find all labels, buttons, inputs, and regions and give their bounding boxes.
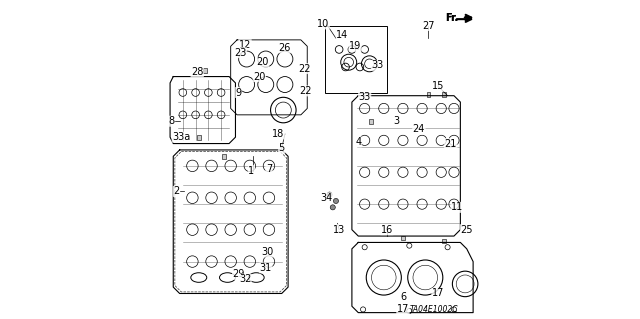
Text: 27: 27 [422,20,435,31]
Text: 14: 14 [336,30,348,40]
Text: 7: 7 [266,164,272,174]
Bar [401,236,405,240]
Circle shape [333,198,339,204]
Text: 22: 22 [298,63,310,74]
Text: 20: 20 [253,71,266,82]
Text: 26: 26 [279,43,291,53]
Text: 3: 3 [394,116,399,126]
Text: TA04E1002C: TA04E1002C [410,305,458,314]
Text: 5: 5 [278,143,285,153]
Text: 1: 1 [248,166,255,176]
Circle shape [330,205,335,210]
Text: 29: 29 [232,269,245,279]
Text: 8: 8 [168,116,175,126]
Text: 31: 31 [260,263,272,273]
Text: Fr.: Fr. [445,12,459,23]
Text: 19: 19 [349,41,361,51]
Bar [426,92,430,97]
Text: 22: 22 [300,86,312,96]
Text: 34: 34 [320,193,333,203]
Text: 9: 9 [236,87,242,98]
Bar [197,135,201,140]
Text: 17: 17 [397,304,409,315]
Bar [369,119,373,124]
Circle shape [327,192,332,197]
Text: 15: 15 [432,81,444,91]
Text: 33: 33 [358,92,371,102]
Text: 30: 30 [261,247,273,257]
Text: 20: 20 [257,57,269,67]
Text: 18: 18 [273,129,285,139]
Bar [222,154,226,159]
Bar [204,68,207,73]
Text: 21: 21 [445,138,457,149]
Bar [324,26,387,93]
Text: 13: 13 [333,225,345,235]
Text: 2: 2 [173,186,180,197]
Text: 12: 12 [239,40,252,50]
Text: 10: 10 [317,19,330,29]
Bar [442,92,446,97]
Bar [442,239,446,243]
Text: 25: 25 [461,225,473,235]
Text: 11: 11 [451,202,463,212]
Text: Fr.: Fr. [445,12,459,23]
Text: 4: 4 [355,137,362,147]
Text: 33a: 33a [172,132,190,142]
Text: 24: 24 [413,124,425,134]
Text: 17: 17 [432,288,444,299]
Text: 6: 6 [400,292,406,302]
Text: 23: 23 [234,48,246,58]
Text: 32: 32 [239,274,252,284]
Text: 28: 28 [191,67,204,77]
Text: 33: 33 [371,60,383,70]
Text: 16: 16 [381,225,393,235]
